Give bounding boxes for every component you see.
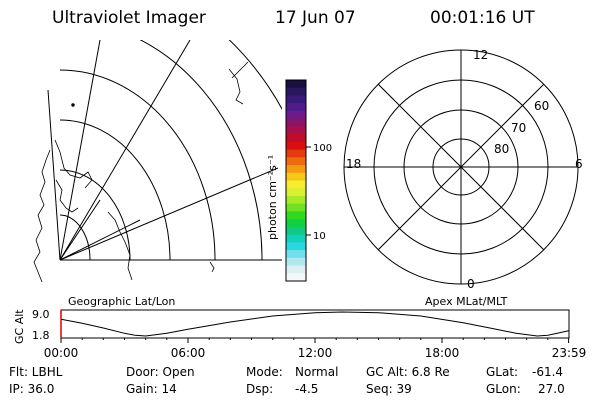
instrument-title: Ultraviolet Imager [52, 8, 206, 28]
meridian-line [59, 40, 101, 261]
coastline [55, 179, 79, 213]
polar-diagonal [377, 83, 545, 251]
colorbar-cell [286, 180, 306, 189]
coastline [54, 139, 93, 189]
colorbar-cell [286, 265, 306, 274]
polar-plot [343, 49, 579, 285]
mlat-label: 80 [494, 142, 509, 156]
glat-value: -61.4 [532, 365, 564, 379]
meridian-line [59, 167, 279, 261]
colorbar-cell [286, 242, 306, 251]
colorbar-cell [286, 226, 306, 236]
colorbar-cell [286, 165, 306, 174]
gain-readout: Gain: 14 [126, 382, 177, 396]
colorbar-cell [286, 95, 306, 104]
strip-x-tick: 12:00 [298, 346, 333, 360]
colorbar-cell [286, 257, 306, 267]
colorbar-cell [286, 103, 306, 112]
altitude-curve [60, 311, 569, 337]
colorbar-cell [286, 149, 306, 158]
strip-y-axis-label: GC Alt [13, 309, 26, 344]
colorbar-cell [286, 118, 306, 127]
strip-left-label: Geographic Lat/Lon [68, 295, 175, 308]
coastline [33, 149, 51, 282]
colorbar-unit-label: photon cm⁻²s⁻¹ [266, 155, 279, 240]
strip-right-label: Apex MLat/MLT [425, 295, 508, 308]
latitude-arc [59, 214, 91, 261]
latitude-arc [59, 169, 131, 261]
colorbar-cell [286, 134, 306, 143]
colorbar-cell [286, 110, 306, 120]
geographic-map [33, 40, 282, 282]
door-readout: Door: Open [126, 365, 195, 379]
latitude-arc [59, 69, 216, 261]
colorbar-cell [286, 126, 306, 135]
latitude-arc [60, 40, 282, 261]
time-label: 00:01:16 UT [430, 8, 535, 28]
meridian-line [59, 199, 101, 261]
glon-value: 27.0 [538, 382, 565, 396]
strip-x-tick: 23:59 [552, 346, 587, 360]
coastline [209, 261, 215, 273]
coastline [231, 61, 249, 79]
colorbar-cell [286, 141, 306, 151]
colorbar-cell [286, 87, 306, 97]
colorbar-tick-label: 100 [313, 143, 332, 154]
date-label: 17 Jun 07 [275, 8, 356, 28]
altitude-strip: Geographic Lat/Lon Apex MLat/MLT GC Alt … [13, 295, 586, 360]
glat-label: GLat: [486, 365, 519, 379]
colorbar-cell [286, 250, 306, 259]
strip-x-tick: 06:00 [171, 346, 206, 360]
mlat-label: 70 [511, 121, 526, 135]
mlt-label-right: 6 [575, 157, 583, 171]
dsp-value: -4.5 [295, 382, 319, 396]
gc-alt-readout: GC Alt: 6.8 Re [366, 365, 450, 379]
strip-y-tick: 1.8 [32, 329, 50, 342]
ip-readout: IP: 36.0 [9, 382, 55, 396]
colorbar-cell [286, 157, 306, 166]
mlat-label: 60 [534, 99, 549, 113]
dsp-label: Dsp: [246, 382, 274, 396]
latitude-arc [59, 119, 171, 261]
meridian-line [59, 40, 191, 261]
meridian-line [59, 219, 141, 261]
mlt-label-bottom: 0 [467, 277, 475, 291]
strip-x-tick: 00:00 [44, 346, 79, 360]
colorbar-cell [286, 80, 306, 89]
coastline [107, 211, 133, 281]
colorbar-cell [286, 219, 306, 228]
strip-y-tick: 9.0 [32, 308, 50, 321]
filter-readout: Flt: LBHL [9, 365, 63, 379]
colorbar-cell [286, 211, 306, 220]
mlt-label-left: 18 [346, 157, 361, 171]
map-marker [71, 103, 75, 107]
colorbar-tick-label: 10 [313, 231, 326, 242]
meridian-line [47, 89, 61, 261]
mode-label: Mode: [246, 365, 283, 379]
colorbar: 100 10 photon cm⁻²s⁻¹ [266, 79, 332, 282]
colorbar-cell [286, 203, 306, 213]
latitude-arc [60, 40, 263, 261]
colorbar-cell [286, 273, 306, 282]
strip-x-tick: 18:00 [425, 346, 460, 360]
colorbar-cell [286, 172, 306, 182]
mlt-label-top: 12 [473, 48, 488, 62]
colorbar-cell [286, 195, 306, 205]
glon-label: GLon: [486, 382, 521, 396]
colorbar-cell [286, 188, 306, 197]
mode-value: Normal [295, 365, 339, 379]
colorbar-cell [286, 234, 306, 243]
seq-readout: Seq: 39 [366, 382, 412, 396]
